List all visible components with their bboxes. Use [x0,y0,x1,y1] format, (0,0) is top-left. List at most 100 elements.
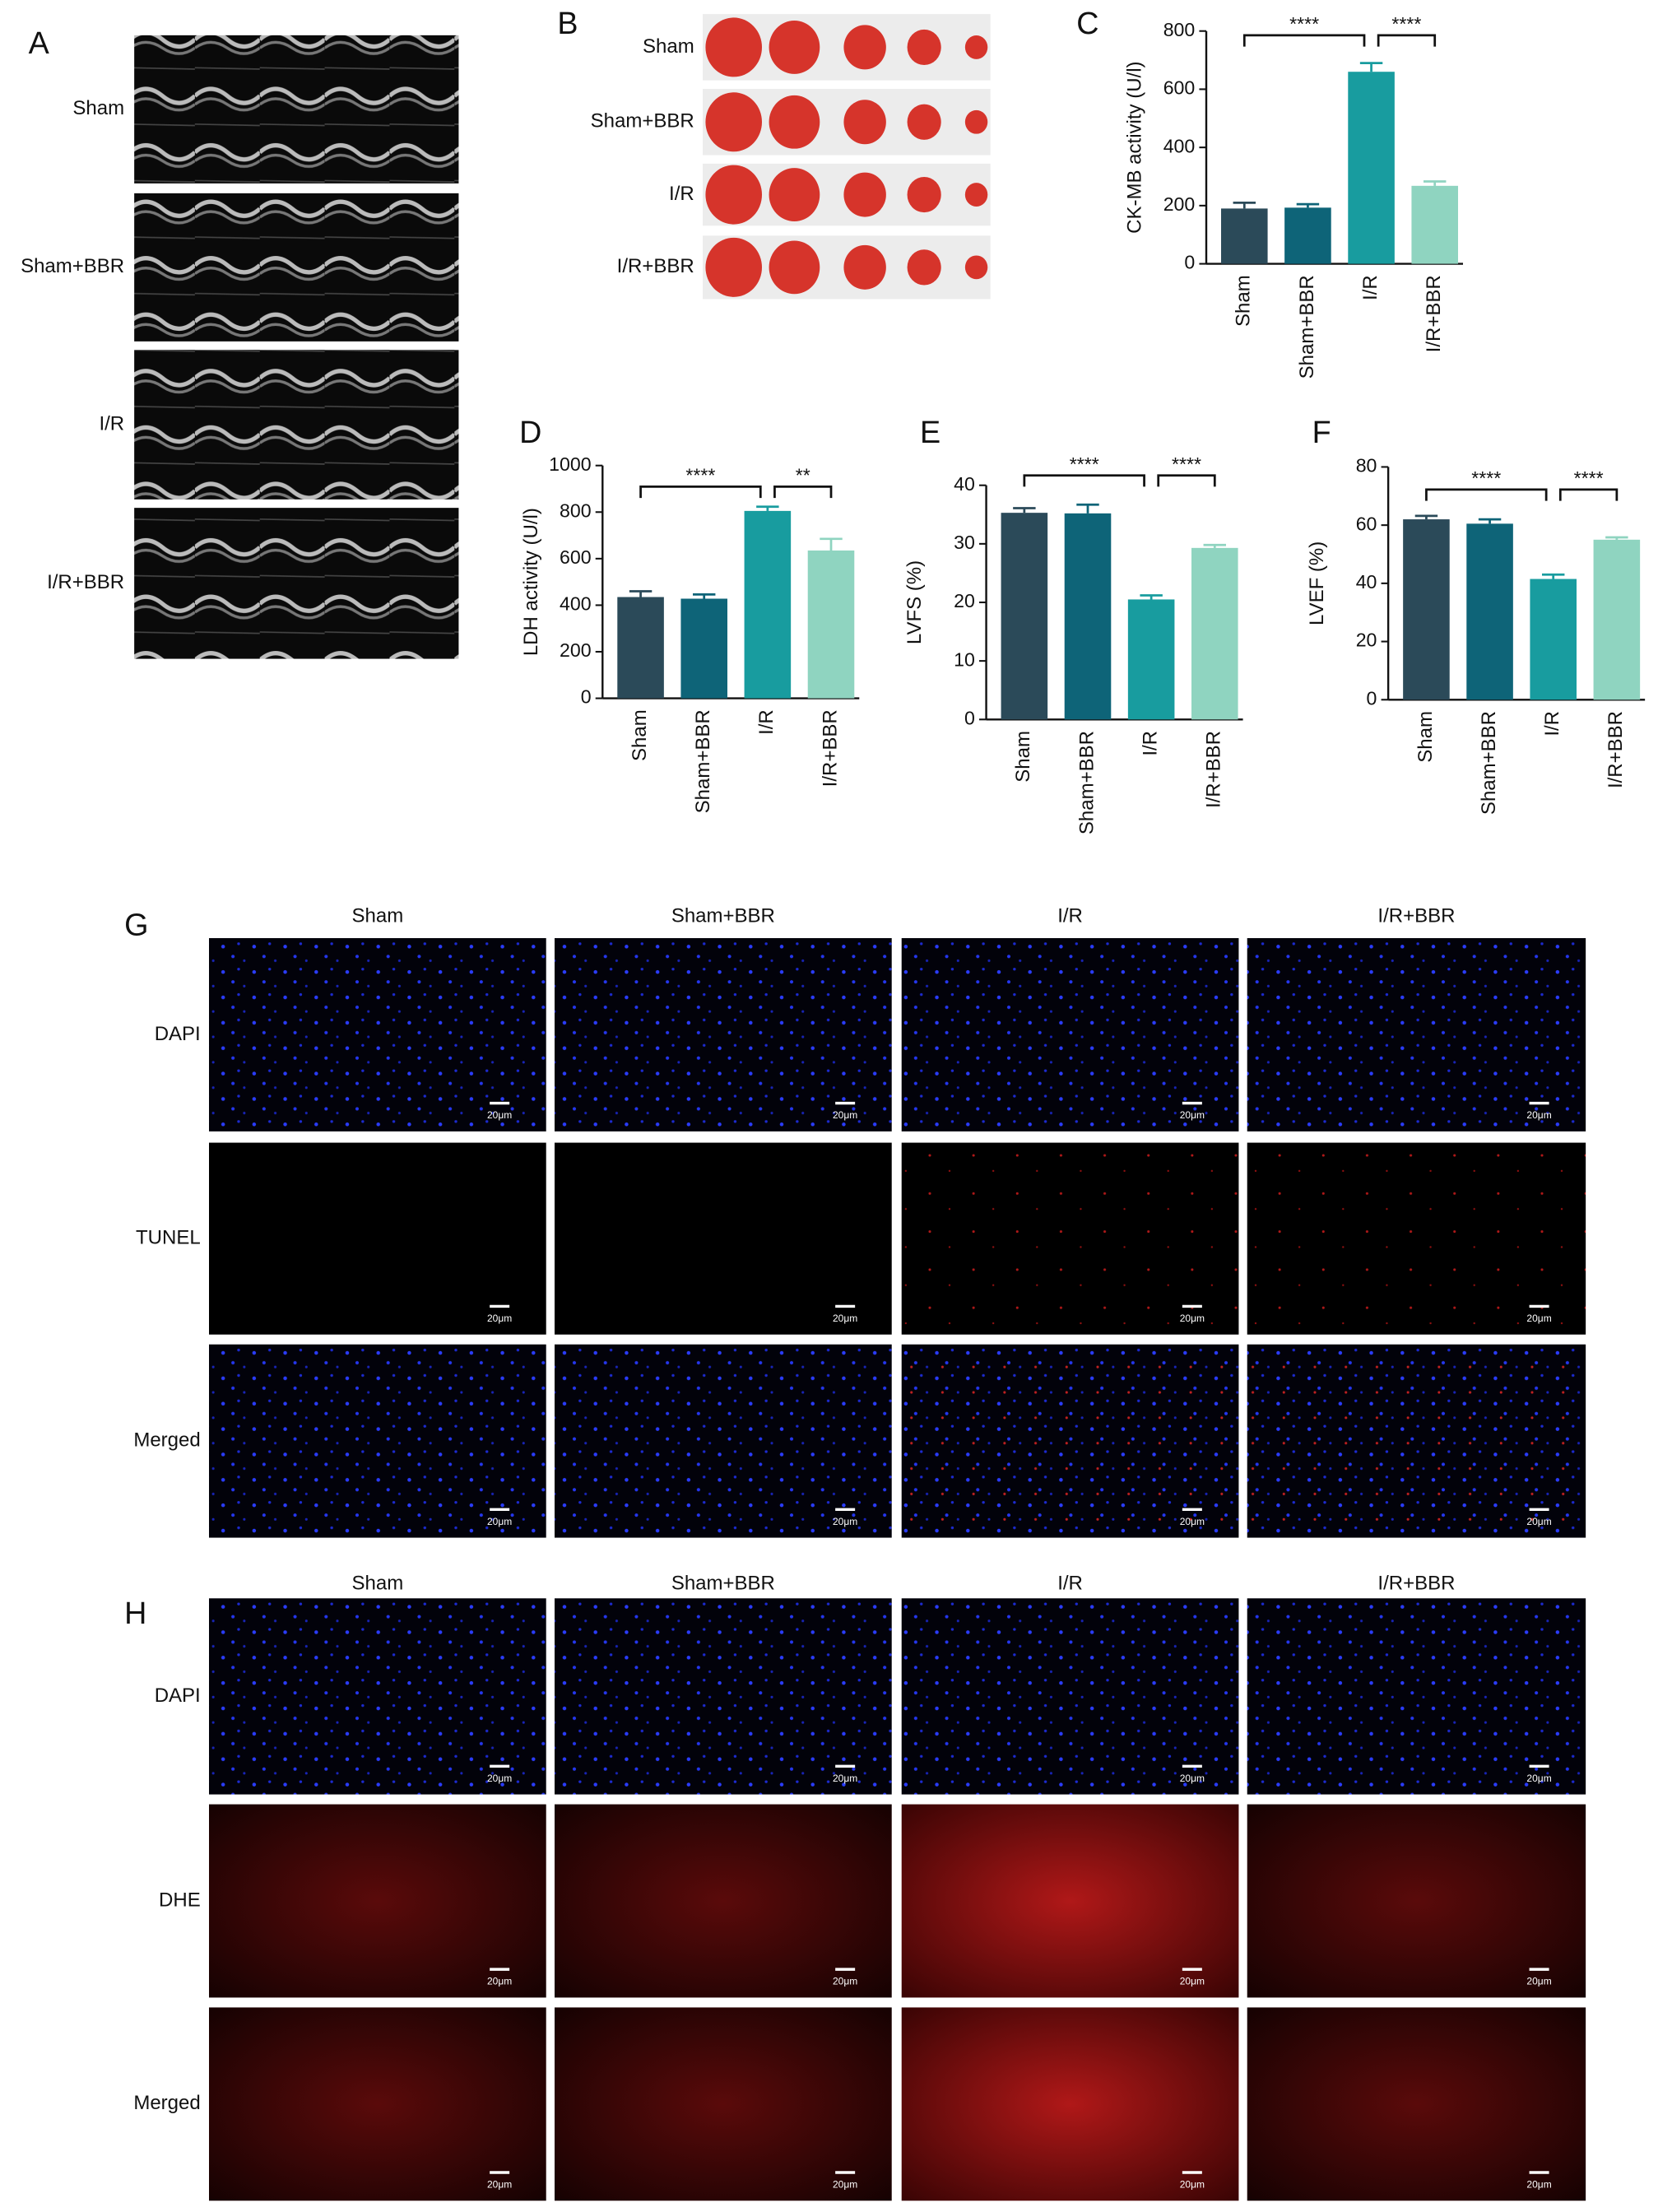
error-bar [820,537,843,551]
scale-bar-label: 20μm [833,1109,857,1121]
scale-bar-label: 20μm [487,1976,512,1987]
scale-bar-label: 20μm [487,1773,512,1784]
row-label: DHE [159,1889,201,1911]
y-tick-label: 10 [954,648,975,670]
x-tick-label: Sham [629,709,651,761]
x-tick-label: I/R [1139,731,1161,756]
scale-bar-label: 20μm [1526,1976,1551,1987]
x-tick-label: Sham+BBR [1075,731,1098,834]
bar [680,598,727,699]
column-header: Sham+BBR [671,905,775,927]
error-bar [1140,594,1163,600]
row-label: Merged [133,1429,200,1451]
significance-bracket [1425,488,1548,501]
scale-bar-label: 20μm [1180,1976,1205,1987]
micrograph [555,1804,892,1998]
bar [1348,72,1395,264]
y-tick-label: 40 [954,473,975,495]
x-tick-label: I/R+BBR [1605,711,1627,788]
micrograph [555,2007,892,2201]
micrograph [1247,1598,1586,1795]
panel-label: A [29,26,50,60]
micrograph [901,1598,1239,1795]
y-tick-label: 60 [1356,513,1377,534]
micrograph [555,1598,892,1795]
micrograph [209,1344,546,1538]
micrograph [1247,1804,1586,1998]
bar [1064,513,1112,720]
y-tick-label: 0 [964,707,975,728]
y-tick-label: 1000 [549,453,591,475]
micrograph [209,2007,546,2201]
panel-label: H [124,1596,146,1630]
significance-bracket [1157,474,1216,487]
bar [1284,207,1331,264]
significance-bracket [1377,34,1437,47]
heart-slice [843,172,886,217]
micrograph [1247,1142,1586,1335]
x-tick-label: Sham [1233,275,1255,327]
significance-label: **** [1471,467,1501,489]
bar [1466,523,1513,700]
column-header: Sham [352,1572,404,1594]
column-header: I/R+BBR [1377,905,1455,927]
echo-image [134,35,459,184]
panel-label: E [920,415,940,449]
column-header: I/R [1057,905,1083,927]
scale-bar-label: 20μm [1526,1313,1551,1324]
column-header: Sham [352,905,404,927]
scale-bar-label: 20μm [833,1313,857,1324]
significance-label: **** [1172,453,1201,475]
micrograph [1247,2007,1586,2201]
micrograph [901,1142,1239,1335]
y-tick-label: 0 [1184,252,1195,273]
scale-bar-label: 20μm [1526,1516,1551,1527]
panel-label: F [1312,415,1331,449]
micrograph [555,1344,892,1538]
scale-bar-label: 20μm [1180,2179,1205,2191]
scale-bar-label: 20μm [1526,2179,1551,2191]
y-tick-label: 80 [1356,455,1377,476]
heart-slice [907,249,941,286]
significance-bracket [1023,474,1145,487]
error-bar [1296,202,1320,208]
heart-slice [705,17,762,77]
error-bar [629,590,653,597]
x-tick-label: Sham+BBR [1478,711,1500,815]
x-tick-label: I/R [755,709,778,735]
y-tick-label: 30 [954,532,975,553]
bar [617,597,664,699]
micrograph [901,1804,1239,1998]
error-bar [1541,573,1565,579]
significance-label: **** [1289,13,1319,35]
significance-bracket [1242,34,1366,47]
error-bar [1013,507,1036,514]
micrograph [901,1344,1239,1538]
x-tick-label: I/R+BBR [1203,731,1225,808]
heart-slice [964,255,988,280]
row-label: Merged [133,2092,200,2114]
significance-bracket [639,486,762,499]
y-axis-label: LVFS (%) [903,560,926,644]
heart-slice [705,92,762,152]
heart-slice [964,183,988,207]
significance-label: **** [1070,453,1099,475]
heart-slice [964,35,988,59]
heart-slice [907,176,941,213]
panel-label: C [1076,6,1098,40]
panel-label: B [557,6,578,40]
scale-bar-label: 20μm [1180,1109,1205,1121]
row-label: I/R+BBR [617,255,694,277]
bar [1001,513,1048,720]
x-tick-label: I/R [1541,711,1563,737]
column-header: I/R+BBR [1377,1572,1455,1594]
micrograph [901,2007,1239,2201]
y-tick-label: 20 [1356,630,1377,651]
row-label: Sham [72,97,124,119]
heart-slice [907,104,941,140]
x-tick-label: Sham+BBR [692,709,714,813]
micrograph [555,938,892,1132]
bar [1127,599,1175,720]
y-tick-label: 40 [1356,571,1377,592]
micrograph [1247,938,1586,1132]
